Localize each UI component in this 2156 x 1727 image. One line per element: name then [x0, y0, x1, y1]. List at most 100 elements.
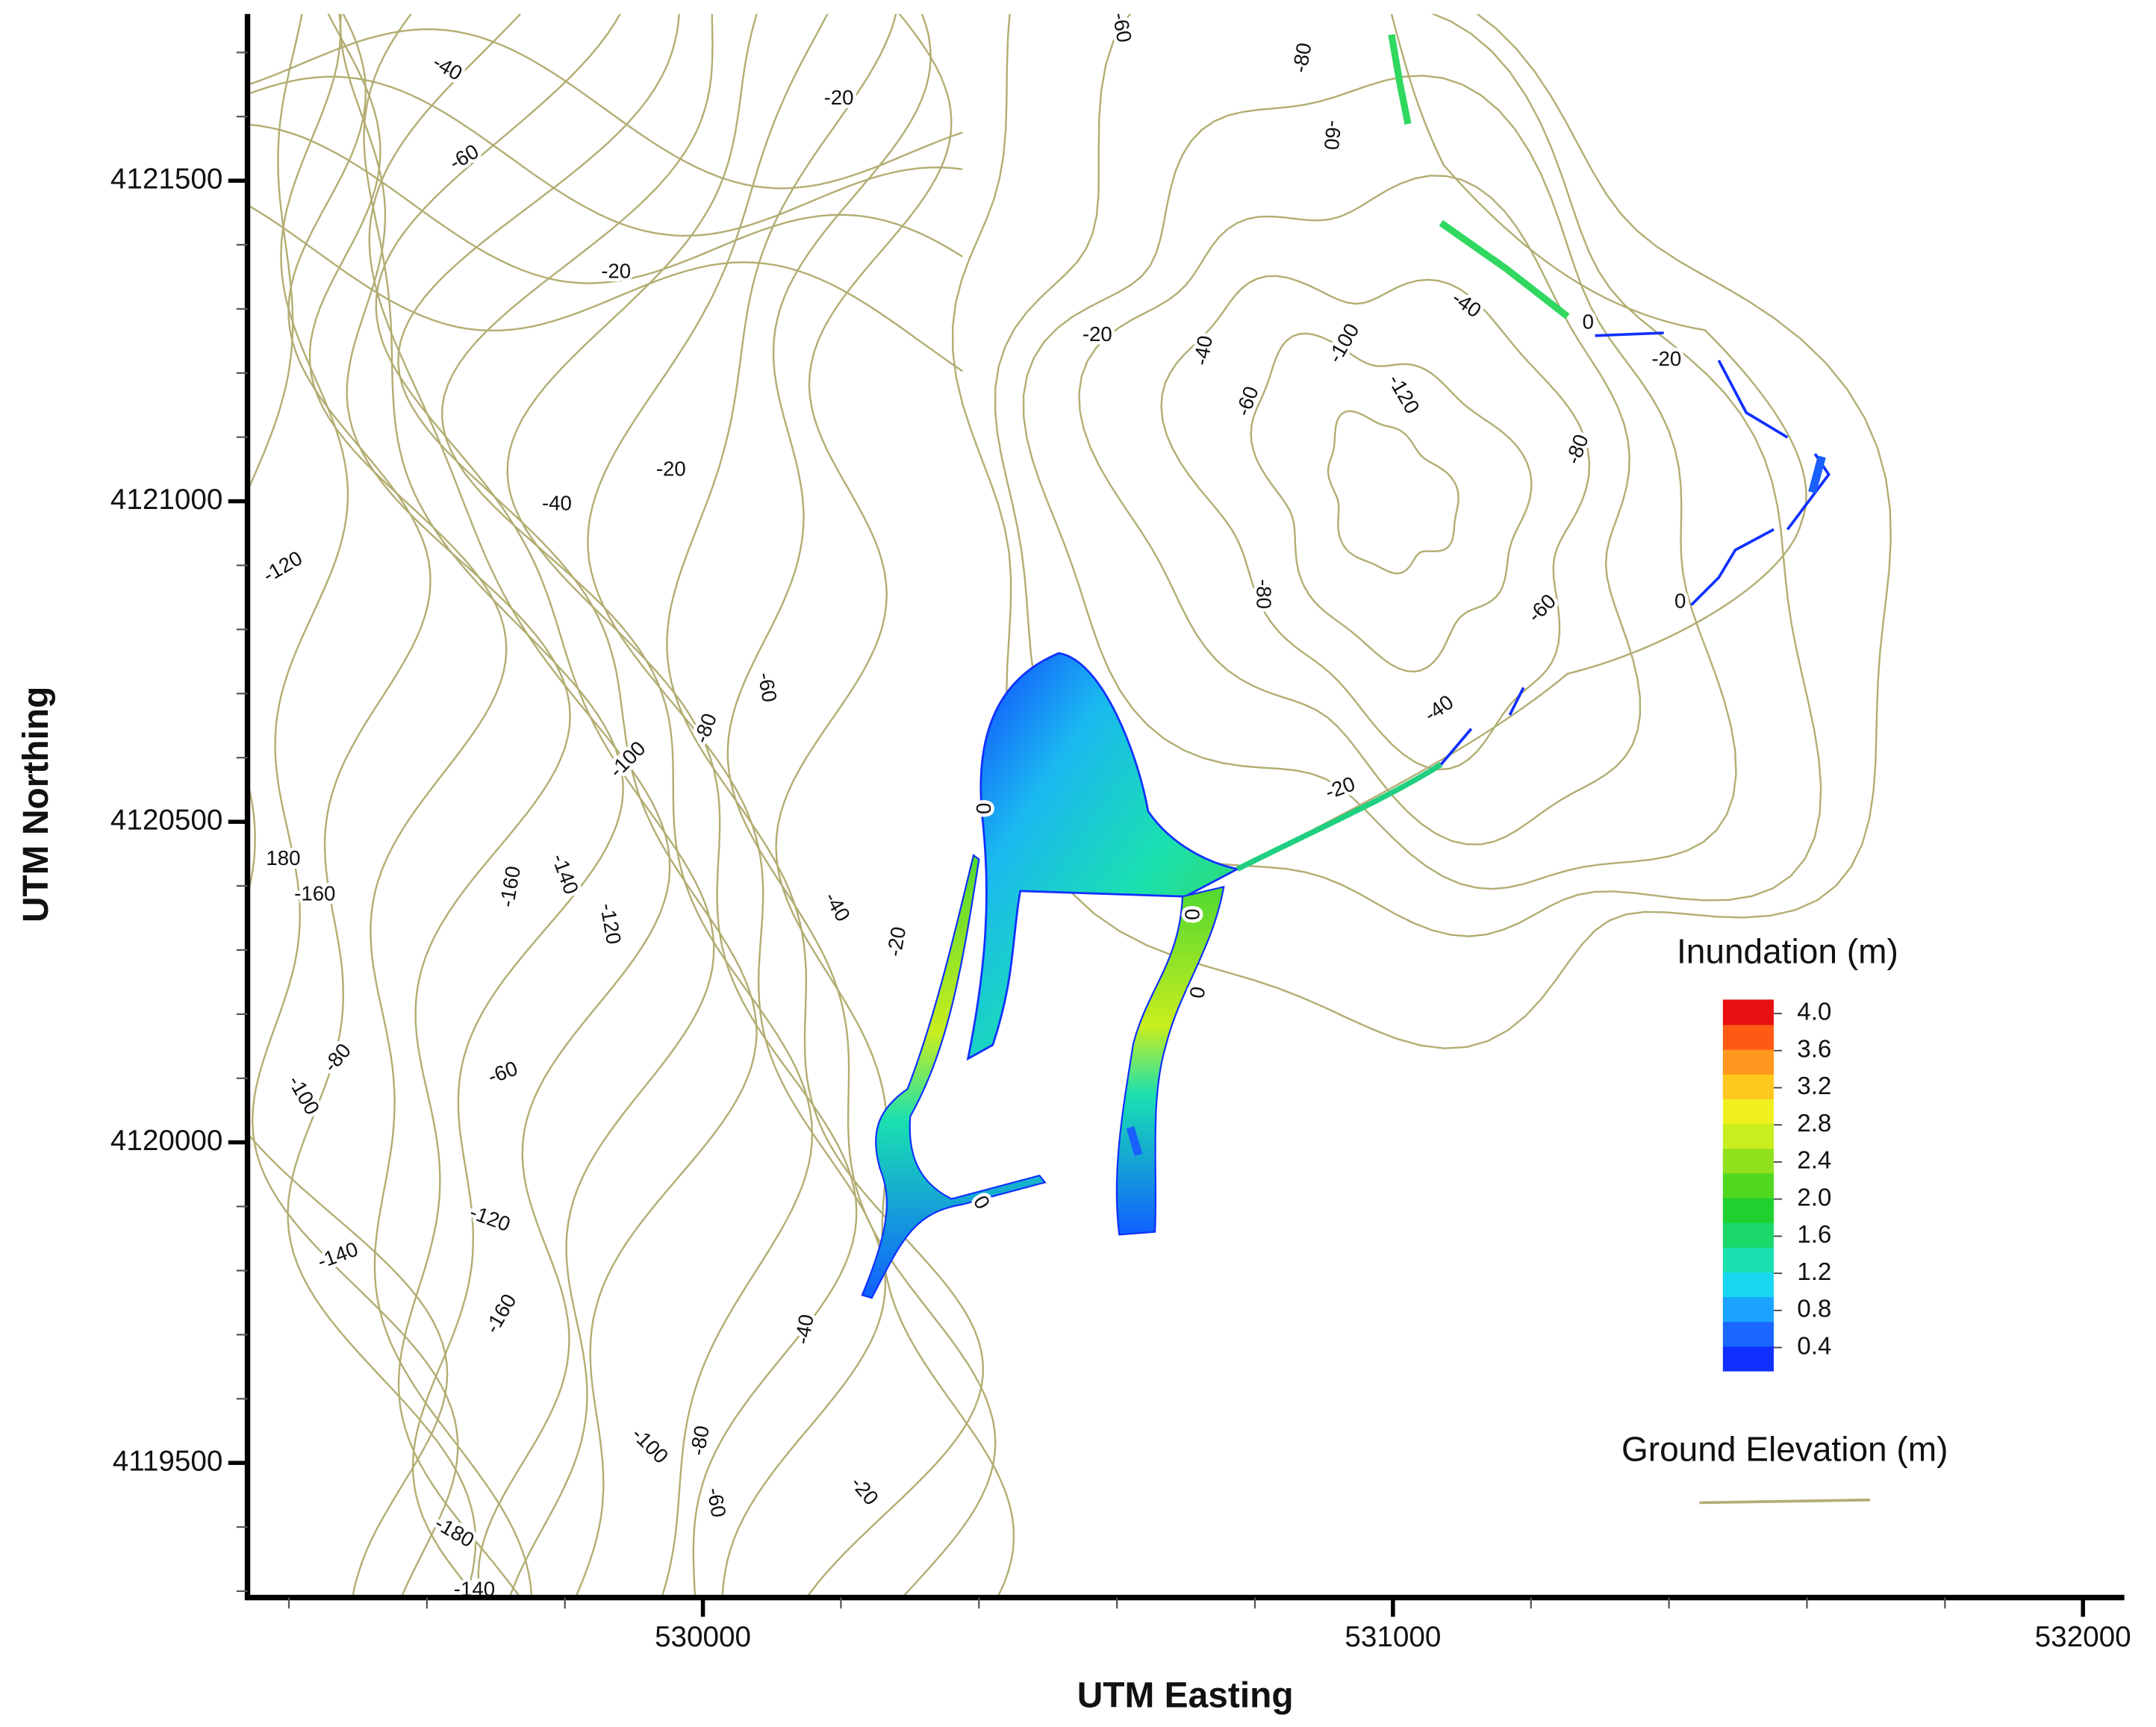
colorbar-segment: [1722, 1296, 1774, 1322]
colorbar-segment: [1722, 1123, 1774, 1149]
colorbar-segment: [1722, 1197, 1774, 1223]
contour-line: [287, 13, 477, 1598]
contour-label: 0: [972, 803, 995, 814]
colorbar-tick-label: 0.4: [1797, 1332, 1831, 1360]
contour-label: -60: [485, 1056, 520, 1088]
contour-label: -60: [702, 1486, 730, 1520]
contour-label: -40: [790, 1313, 817, 1346]
contour-label: -160: [480, 1290, 520, 1337]
legend-title: Ground Elevation (m): [1621, 1429, 1948, 1468]
y-axis-title: UTM Northing: [16, 687, 56, 922]
contour-line: [1250, 332, 1533, 673]
x-tick-label: 530000: [655, 1621, 751, 1653]
x-axis-title: UTM Easting: [1077, 1676, 1294, 1716]
contour-label: -20: [882, 925, 910, 958]
contour-label: -40: [542, 492, 572, 515]
colorbar-segment: [1722, 1098, 1774, 1125]
colorbar-segment: [1722, 1073, 1774, 1099]
legend: Inundation (m) Ground Elevation (m) 4.0 3…: [1621, 932, 1948, 1505]
contour-line: [247, 75, 963, 237]
contour-label: -160: [294, 882, 335, 905]
contour-line: [247, 204, 963, 372]
contour-line: [506, 13, 858, 1598]
y-tick-label: 4119500: [113, 1445, 223, 1477]
contour-label: -120: [596, 902, 626, 946]
contour-label: -60: [753, 671, 781, 705]
colorbar-tick-label: 0.8: [1797, 1296, 1831, 1323]
colorbar-segment: [1722, 1346, 1774, 1372]
contour-line: [440, 13, 814, 1598]
contour-line: [587, 13, 887, 1598]
inundation-coast: [1236, 762, 1443, 872]
colorbar-tick-label: 2.8: [1797, 1110, 1831, 1137]
colorbar-segment: [1722, 1272, 1774, 1298]
contour-line: [1237, 13, 1807, 870]
colorbar-tick-label: 3.6: [1797, 1035, 1831, 1063]
contour-label: 0: [1674, 589, 1686, 612]
contour-label: -140: [547, 851, 583, 898]
contour-line: [368, 13, 671, 1598]
contour-line: [666, 13, 984, 1598]
contour-label: -20: [1651, 347, 1681, 370]
inundation-arm: [861, 854, 1047, 1299]
colorbar-segment: [1722, 999, 1774, 1025]
colorbar-segment: [1722, 1148, 1774, 1174]
legend-line: [1699, 1498, 1870, 1505]
contour-line: [775, 13, 1015, 1598]
x-tick-label: 532000: [2035, 1621, 2131, 1653]
colorbar-segment: [1722, 1049, 1774, 1075]
contour-label: -60: [1523, 590, 1560, 627]
colorbar-tick-label: 3.2: [1797, 1072, 1831, 1100]
contour-label: -40: [1189, 334, 1217, 367]
contour-label: -40: [820, 888, 855, 925]
contour-label: -40: [429, 50, 467, 85]
colorbar-segment: [1722, 1222, 1774, 1248]
contour-label: -160: [495, 864, 525, 909]
contour-label: -20: [1082, 322, 1112, 346]
contour-label: -20: [656, 457, 686, 481]
contour-line: [726, 13, 997, 1598]
inundation-coast: [1126, 455, 1826, 1157]
colorbar-title: Inundation (m): [1677, 932, 1898, 971]
x-tick-label: 531000: [1345, 1621, 1441, 1653]
colorbar-tick-label: 2.0: [1797, 1184, 1831, 1211]
contour-label: -100: [284, 1071, 324, 1118]
contour-line: [247, 28, 963, 190]
contour-label: -60: [1231, 383, 1263, 419]
axes: UTM Easting UTM Northing 530000 531000 532…: [16, 13, 2131, 1716]
contour-label: -80: [685, 1424, 713, 1458]
contour-label: 0: [1181, 908, 1204, 919]
inundation-area: [861, 34, 1831, 1299]
contour-line: [247, 123, 963, 284]
contour-label: -100: [1323, 319, 1363, 366]
contour-label: -20: [847, 1472, 883, 1509]
contour-line: [1160, 275, 1591, 771]
y-tick-label: 4121500: [110, 163, 223, 195]
contour-line: [1327, 410, 1459, 575]
contour-label: -80: [689, 711, 721, 746]
contour-label: 180: [266, 846, 300, 869]
contour-line: [363, 13, 624, 1598]
contour-line: [1078, 175, 1642, 846]
colorbar-segment: [1722, 1172, 1774, 1199]
contour-label: -60: [1320, 119, 1345, 151]
contour-line: [247, 13, 449, 1598]
y-tick-label: 4120000: [110, 1125, 223, 1157]
inundation-basin: [966, 652, 1241, 1061]
inundation-coast: [1388, 34, 1570, 319]
colorbar-segment: [1722, 1321, 1774, 1347]
colorbar-tick-label: 2.4: [1797, 1147, 1831, 1175]
y-tick-label: 4121000: [110, 484, 223, 516]
colorbar-tick-label: 1.6: [1797, 1221, 1831, 1249]
contour-label: -100: [627, 1422, 673, 1468]
contour-label: -40: [1448, 286, 1485, 322]
contour-label: -20: [824, 86, 854, 109]
contour-label: -80: [319, 1039, 355, 1076]
contour-line: [1022, 75, 1737, 890]
y-tick-label: 4120500: [110, 804, 223, 836]
contour-label: -60: [445, 140, 482, 175]
contour-label: -20: [601, 259, 631, 282]
colorbar-segment: [1722, 1246, 1774, 1272]
colorbar-segment: [1722, 1024, 1774, 1050]
